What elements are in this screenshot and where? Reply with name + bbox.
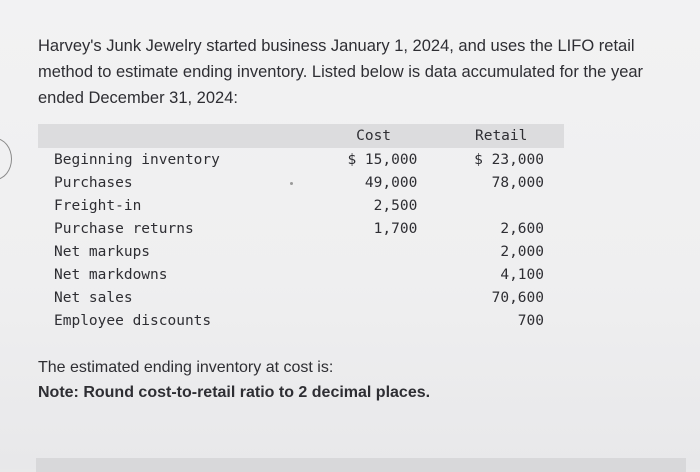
row-retail: 78,000 <box>491 174 544 191</box>
table-row: Net sales 70,600 <box>38 286 564 309</box>
row-retail: 70,600 <box>491 289 544 306</box>
row-label: Employee discounts <box>54 312 212 329</box>
row-cost <box>330 263 417 286</box>
row-label: Freight-in <box>54 197 142 214</box>
problem-intro: Harvey's Junk Jewelry started business J… <box>38 37 644 107</box>
table-row: Employee discounts 700 <box>38 309 564 332</box>
table-row: Freight-in 2,500 <box>38 194 564 217</box>
row-retail: 700 <box>517 312 544 329</box>
row-retail: 2,000 <box>500 243 544 260</box>
table-row: Purchase returns 1,700 2,600 <box>38 217 564 240</box>
table-row: Net markups 2,000 <box>38 240 564 263</box>
table-header-row: Cost Retail <box>38 124 564 148</box>
row-cost <box>330 240 417 263</box>
row-cost: $ 15,000 <box>347 151 418 168</box>
row-cost: 49,000 <box>364 174 418 191</box>
table-row: Beginning inventory $ 15,000 $ 23,000 <box>38 148 564 171</box>
row-cost: 1,700 <box>373 220 418 237</box>
row-label: Net sales <box>54 289 133 306</box>
row-label: Beginning inventory <box>54 151 220 168</box>
row-retail: 4,100 <box>500 266 544 283</box>
page-edge-decoration <box>0 138 12 180</box>
row-cost: 2,500 <box>373 197 418 214</box>
question-text: The estimated ending inventory at cost i… <box>38 359 334 376</box>
row-retail <box>458 194 564 217</box>
rounding-note: Note: Round cost-to-retail ratio to 2 de… <box>38 384 431 401</box>
row-label: Net markups <box>54 243 151 260</box>
header-retail: Retail <box>474 128 528 144</box>
row-retail: $ 23,000 <box>474 151 544 168</box>
row-cost <box>330 286 417 309</box>
speck-mark <box>290 182 293 185</box>
row-label: Purchases <box>54 174 133 191</box>
answer-input-area[interactable] <box>36 458 686 472</box>
table-row: Purchases 49,000 78,000 <box>38 171 564 194</box>
row-label: Purchase returns <box>54 220 194 237</box>
row-retail: 2,600 <box>500 220 544 237</box>
table-row: Net markdowns 4,100 <box>38 263 564 286</box>
row-label: Net markdowns <box>54 266 168 283</box>
header-cost: Cost <box>356 128 392 144</box>
inventory-data-table: Cost Retail Beginning inventory $ 15,000… <box>38 124 564 332</box>
row-cost <box>330 309 417 332</box>
header-label-cell <box>38 124 330 148</box>
